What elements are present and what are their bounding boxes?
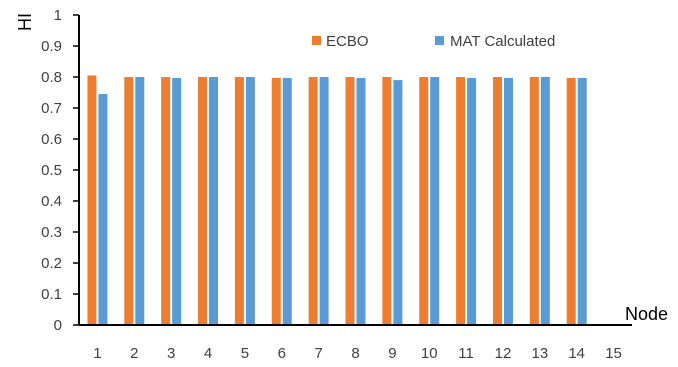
bar-mat-calculated (577, 77, 587, 326)
y-axis-ticks: 0 0.1 0.2 0.3 0.4 0.5 0.6 0.7 0.8 0.9 1 (41, 7, 79, 334)
x-tick-label: 3 (167, 345, 175, 362)
x-tick-label: 4 (204, 345, 212, 362)
x-tick-label: 5 (241, 345, 249, 362)
y-tick-label: 0.6 (41, 131, 62, 148)
bar-ecbo (198, 77, 208, 325)
bar-mat-calculated (282, 77, 292, 326)
bar-ecbo (382, 77, 392, 325)
bar-mat-calculated (430, 77, 440, 325)
y-tick-label: 0.3 (41, 224, 62, 241)
x-tick-label: 10 (421, 345, 438, 362)
y-tick-label: 0.9 (41, 38, 62, 55)
bar-ecbo (271, 77, 281, 326)
y-tick-label: 1 (54, 7, 62, 24)
x-tick-label: 15 (605, 345, 622, 362)
bar-mat-calculated (467, 77, 477, 326)
bar-ecbo (529, 77, 539, 325)
bar-mat-calculated (209, 77, 219, 325)
y-tick-label: 0.2 (41, 255, 62, 272)
x-tick-label: 12 (495, 345, 512, 362)
bar-mat-calculated (245, 77, 255, 325)
y-tick-label: 0.7 (41, 100, 62, 117)
y-tick-label: 0.8 (41, 69, 62, 86)
bar-ecbo (492, 77, 502, 325)
x-tick-label: 2 (130, 345, 138, 362)
legend-label: ECBO (326, 33, 369, 50)
bar-ecbo (234, 77, 244, 325)
bar-ecbo (566, 77, 576, 326)
x-tick-label: 1 (93, 345, 101, 362)
y-tick-label: 0.4 (41, 193, 62, 210)
x-axis-tick-labels: 1 2 3 4 5 6 7 8 9 10 11 12 13 14 15 (93, 345, 622, 362)
bar-ecbo (124, 77, 134, 325)
bar-series (87, 75, 587, 326)
bar-mat-calculated (540, 77, 550, 325)
bar-ecbo (345, 77, 355, 325)
bar-ecbo (87, 75, 97, 325)
bar-ecbo (456, 77, 466, 325)
x-tick-label: 14 (568, 345, 585, 362)
y-tick-label: 0.5 (41, 162, 62, 179)
bar-ecbo (161, 77, 171, 325)
bar-mat-calculated (393, 80, 403, 325)
x-tick-label: 13 (531, 345, 548, 362)
bar-ecbo (308, 77, 318, 325)
bar-mat-calculated (319, 77, 329, 325)
legend-swatch (312, 36, 321, 45)
y-tick-label: 0.1 (41, 286, 62, 303)
y-axis-title: HI (15, 13, 35, 31)
x-tick-label: 8 (351, 345, 359, 362)
legend: ECBO MAT Calculated (312, 33, 555, 50)
bar-mat-calculated (98, 94, 108, 325)
x-tick-label: 7 (314, 345, 322, 362)
x-tick-label: 6 (278, 345, 286, 362)
y-tick-label: 0 (54, 317, 62, 334)
x-axis-title: Node (625, 304, 668, 324)
legend-swatch (435, 36, 444, 45)
x-tick-label: 9 (388, 345, 396, 362)
bar-mat-calculated (135, 77, 145, 325)
bar-mat-calculated (503, 77, 513, 326)
bar-mat-calculated (356, 77, 366, 326)
x-tick-label: 11 (458, 345, 474, 362)
legend-label: MAT Calculated (450, 33, 555, 50)
bar-mat-calculated (172, 77, 182, 326)
bar-ecbo (419, 77, 429, 325)
